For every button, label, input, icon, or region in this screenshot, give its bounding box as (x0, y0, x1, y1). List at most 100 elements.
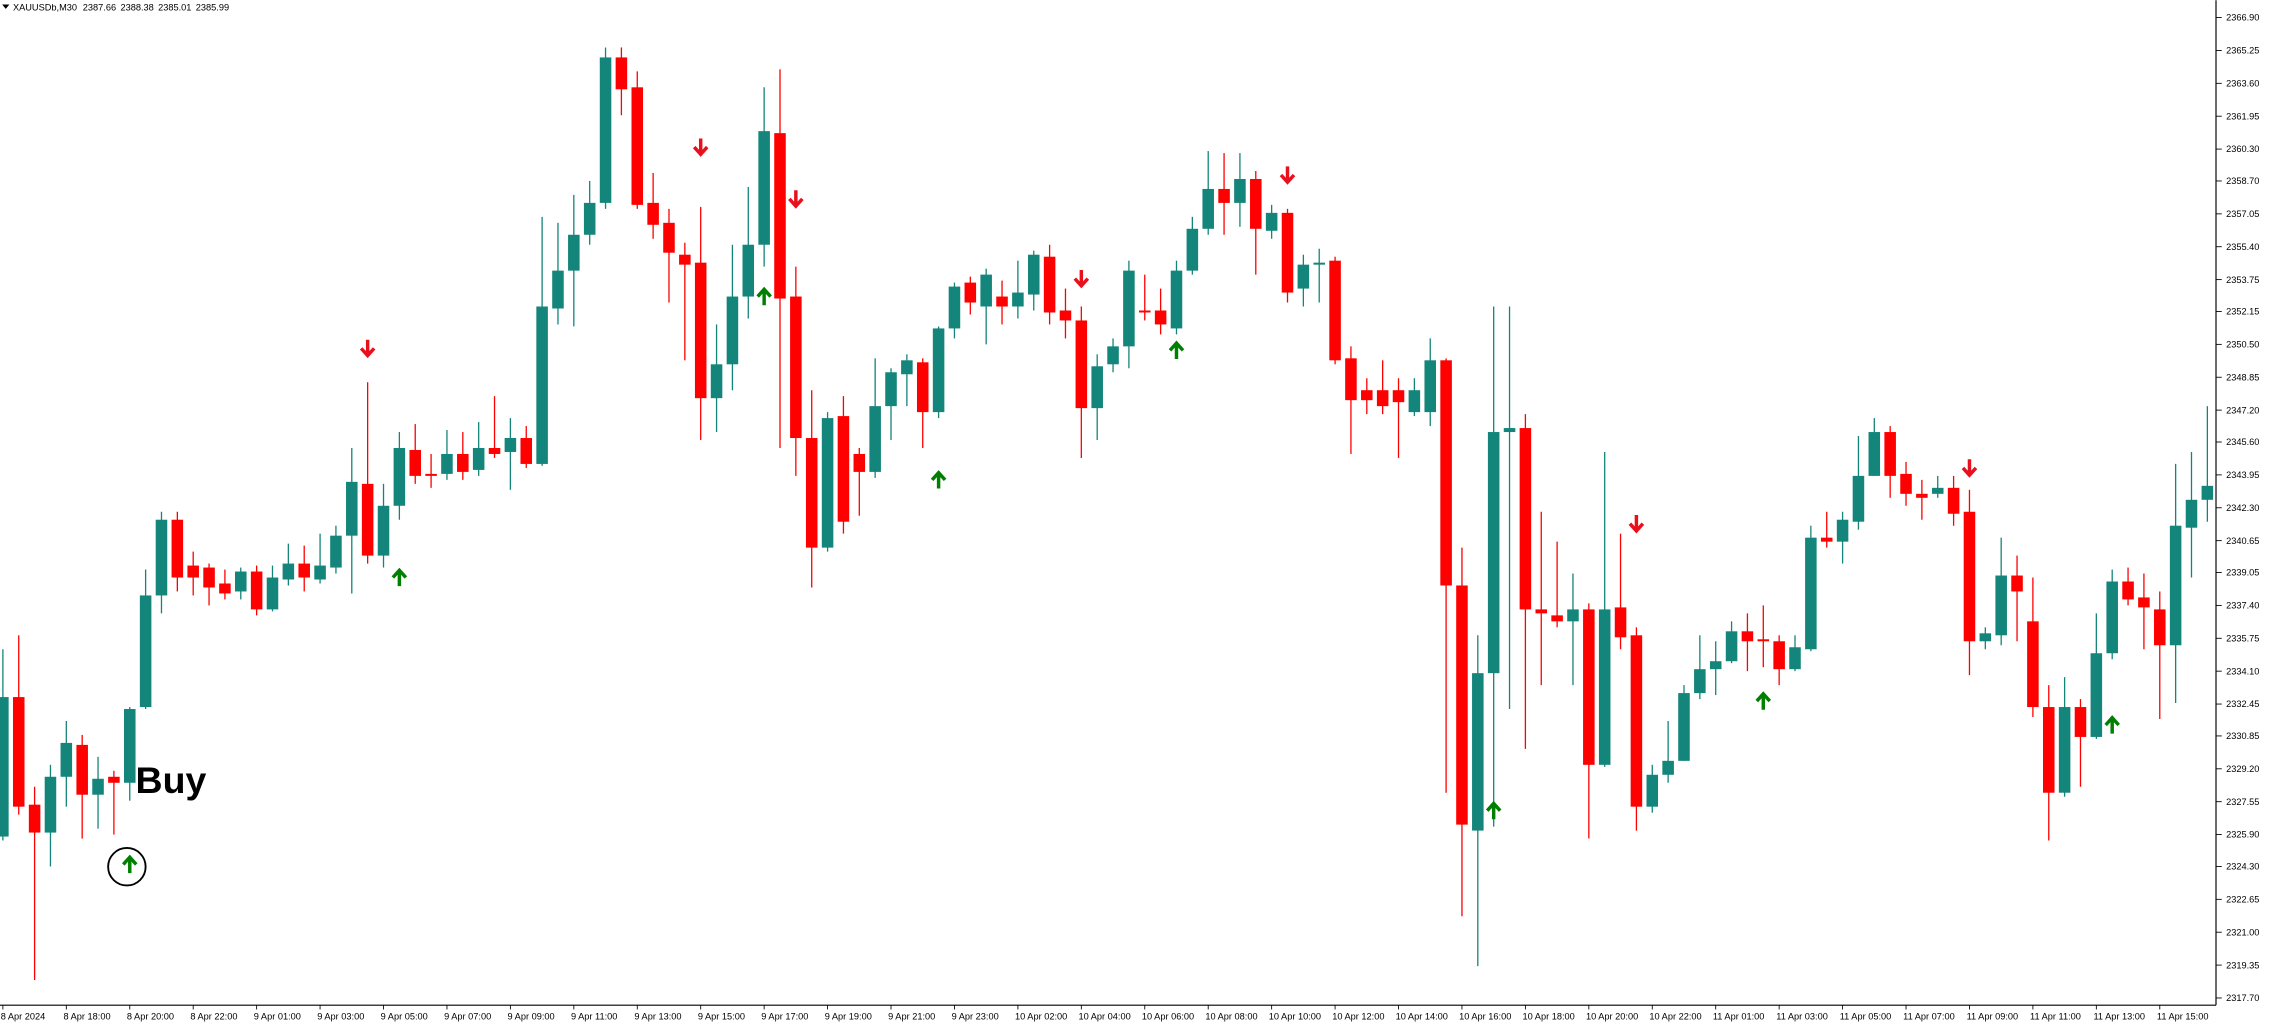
y-tick-label: 2365.25 (2226, 46, 2259, 56)
candle-body (663, 222, 675, 253)
candle-body (1678, 693, 1690, 761)
candle-body (758, 131, 770, 245)
y-tick-label: 2360.30 (2226, 144, 2259, 154)
candle-body (28, 804, 41, 833)
x-tick-label: 9 Apr 21:00 (888, 1012, 935, 1022)
candle-body (1345, 358, 1357, 401)
x-tick-label: 9 Apr 09:00 (508, 1012, 555, 1022)
candle-body (60, 742, 73, 777)
candle-body (1741, 631, 1754, 642)
y-tick-label: 2329.20 (2226, 764, 2259, 774)
y-tick-label: 2332.45 (2226, 699, 2259, 709)
x-tick-label: 8 Apr 22:00 (190, 1012, 237, 1022)
candle-body (1852, 475, 1865, 522)
candle-body (726, 296, 739, 365)
y-tick-label: 2319.35 (2226, 960, 2259, 970)
candle-body (1979, 633, 1992, 642)
candle-body (1900, 473, 1912, 494)
candle-body (1123, 270, 1135, 347)
candle-body (0, 697, 9, 837)
ohlc-open: 2387.66 (83, 2, 116, 12)
ohlc-low: 2385.01 (158, 2, 191, 12)
candle-body (1694, 669, 1706, 694)
candle-body (1820, 537, 1833, 542)
candle-body (1265, 212, 1278, 231)
buy-arrow (1168, 340, 1185, 359)
y-tick-label: 2317.70 (2226, 993, 2259, 1003)
candle-body (520, 438, 533, 464)
candle-body (710, 364, 723, 399)
candle-body (203, 567, 215, 588)
y-tick-label: 2330.85 (2226, 731, 2259, 741)
candle-body (774, 133, 786, 299)
candle-body (1091, 366, 1103, 409)
candle-body (2154, 609, 2166, 646)
sell-arrow (1628, 515, 1645, 534)
candle-body (155, 519, 168, 596)
y-tick-label: 2353.75 (2226, 275, 2259, 285)
x-tick-label: 10 Apr 16:00 (1459, 1012, 1511, 1022)
candle-body (1170, 270, 1183, 329)
menu-triangle[interactable] (2, 4, 10, 9)
x-tick-label: 9 Apr 15:00 (698, 1012, 745, 1022)
candle-body (568, 234, 580, 271)
candle-body (1773, 641, 1785, 670)
candle-body (647, 202, 659, 225)
candle-body (361, 483, 374, 556)
candle-body (1202, 188, 1214, 229)
candle-body (457, 453, 469, 472)
candle-body (1329, 260, 1341, 361)
candle-body (298, 563, 310, 578)
x-tick-label: 11 Apr 09:00 (1967, 1012, 2019, 1022)
sell-arrow (1961, 459, 1978, 478)
y-tick-label: 2357.05 (2226, 209, 2259, 219)
candle-body (916, 362, 929, 413)
candle-body (1218, 188, 1230, 203)
buy-arrow (2104, 715, 2120, 734)
candle-body (821, 418, 834, 548)
candle-body (805, 438, 818, 548)
candle-body (790, 296, 802, 439)
candle-body (1916, 493, 1928, 498)
x-tick-label: 11 Apr 07:00 (1903, 1012, 1955, 1022)
candle-body (885, 372, 897, 407)
candle-body (1551, 615, 1563, 622)
x-tick-label: 10 Apr 04:00 (1078, 1012, 1130, 1022)
y-tick-label: 2366.90 (2226, 13, 2259, 23)
candle-body (1186, 228, 1199, 271)
candle-body (869, 406, 881, 472)
x-tick-label: 10 Apr 12:00 (1332, 1012, 1384, 1022)
candle-body (1107, 346, 1119, 365)
candle-body (1503, 428, 1516, 433)
symbol: XAUUSDb,M30 (13, 2, 77, 12)
candle-body (76, 744, 88, 795)
x-tick-label: 8 Apr 20:00 (127, 1012, 174, 1022)
x-tick-label: 9 Apr 19:00 (825, 1012, 872, 1022)
y-tick-label: 2355.40 (2226, 242, 2259, 252)
candle-body (2027, 621, 2039, 708)
y-tick-label: 2321.00 (2226, 927, 2259, 937)
x-tick-label: 9 Apr 07:00 (444, 1012, 491, 1022)
x-tick-label: 10 Apr 06:00 (1142, 1012, 1194, 1022)
candle-body (1931, 487, 1944, 494)
buy-arrow (121, 854, 138, 874)
candle-body (1884, 432, 1896, 476)
candle-body (1281, 212, 1294, 293)
buy-arrow (756, 286, 772, 306)
candle-body (552, 270, 564, 309)
candle-body (2185, 499, 2198, 528)
candle-body (583, 202, 596, 235)
candle-body (1947, 487, 1960, 514)
signal-circle (107, 847, 147, 887)
candle-body (1836, 519, 1849, 542)
x-tick-label: 11 Apr 13:00 (2093, 1012, 2145, 1022)
candle-body (1662, 760, 1674, 775)
x-tick-label: 9 Apr 13:00 (634, 1012, 681, 1022)
candle-body (837, 416, 850, 522)
candle-body (1963, 511, 1976, 642)
candle-body (1709, 661, 1722, 670)
x-tick-label: 11 Apr 05:00 (1840, 1012, 1892, 1022)
candle-body (266, 577, 279, 610)
